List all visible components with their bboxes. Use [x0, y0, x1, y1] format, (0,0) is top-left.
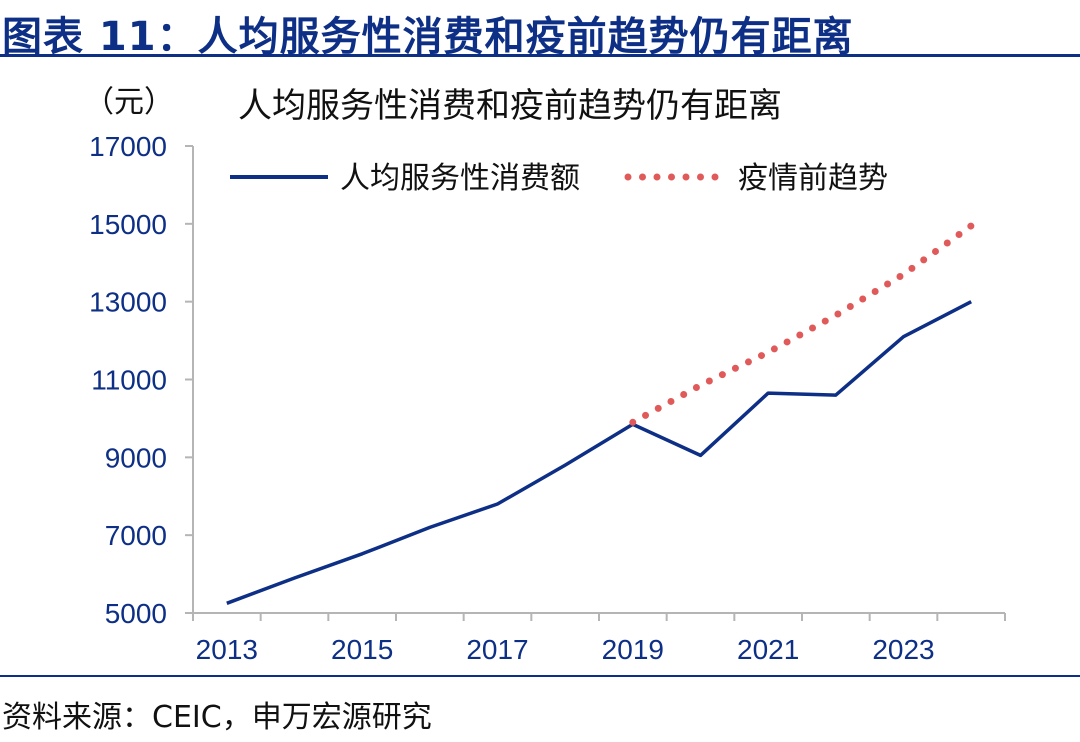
legend-label-actual: 人均服务性消费额 — [340, 161, 580, 196]
top-rule — [0, 54, 1080, 57]
axes: 5000 7000 9000 11000 13000 15000 17000 2013 2015… — [89, 131, 1006, 665]
data-point-trend — [970, 225, 972, 227]
data-point-actual — [497, 503, 499, 505]
data-point-trend — [903, 273, 905, 275]
data-point-trend — [700, 384, 702, 386]
data-point-actual — [835, 394, 837, 396]
data-point-actual — [564, 464, 566, 466]
data-point-actual — [226, 602, 228, 604]
y-tick-label: 11000 — [91, 365, 167, 396]
x-tick-label: 2015 — [331, 634, 393, 665]
legend: 人均服务性消费额 疫情前趋势 — [230, 161, 888, 196]
data-point-trend — [632, 421, 634, 423]
source-note: 资料来源：CEIC，申万宏源研究 — [2, 700, 432, 735]
line-chart: （元） 人均服务性消费和疫前趋势仍有距离 人均服务性消费额 疫情前趋势 5000… — [84, 85, 1006, 665]
y-tick-label: 15000 — [89, 209, 167, 240]
y-tick-label: 17000 — [89, 131, 167, 162]
plot-area — [226, 222, 975, 605]
legend-label-trend: 疫情前趋势 — [738, 161, 888, 196]
data-point-trend — [835, 314, 837, 316]
data-point-actual — [429, 526, 431, 528]
x-tick-label: 2019 — [602, 634, 664, 665]
data-point-actual — [903, 336, 905, 338]
y-tick-label: 5000 — [105, 598, 167, 629]
data-point-actual — [294, 577, 296, 579]
y-tick-label: 9000 — [105, 442, 167, 473]
data-point-actual — [970, 301, 972, 303]
chart-title: 人均服务性消费和疫前趋势仍有距离 — [238, 86, 782, 126]
x-tick-label: 2021 — [737, 634, 799, 665]
x-tick-label: 2013 — [196, 634, 258, 665]
data-point-actual — [767, 392, 769, 394]
series-line-trend — [629, 222, 975, 426]
x-tick-label: 2023 — [872, 634, 934, 665]
x-tick-label: 2017 — [466, 634, 528, 665]
bottom-rule — [0, 675, 1080, 677]
data-point-actual — [700, 454, 702, 456]
data-point-trend — [767, 351, 769, 353]
data-point-actual — [361, 553, 363, 555]
y-axis-unit: （元） — [84, 85, 174, 120]
series-line-actual — [226, 300, 973, 605]
figure-title: 图表 11：人均服务性消费和疫前趋势仍有距离 — [2, 14, 854, 60]
y-tick-label: 13000 — [89, 287, 167, 318]
y-tick-label: 7000 — [105, 520, 167, 551]
